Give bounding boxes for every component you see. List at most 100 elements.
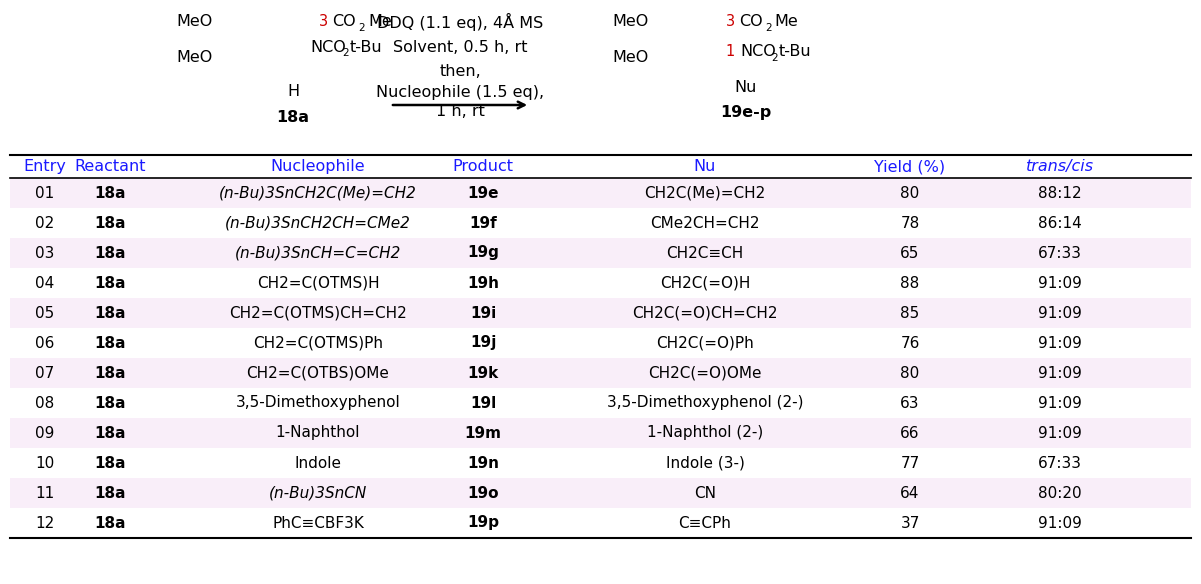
- Text: CH2C(=O)OMe: CH2C(=O)OMe: [649, 366, 761, 381]
- Text: 09: 09: [35, 426, 55, 440]
- Text: 66: 66: [901, 426, 920, 440]
- Text: CH2C(=O)Ph: CH2C(=O)Ph: [656, 335, 754, 350]
- Text: 76: 76: [901, 335, 920, 350]
- Text: NCO: NCO: [310, 40, 346, 54]
- Text: Solvent, 0.5 h, rt: Solvent, 0.5 h, rt: [393, 40, 527, 54]
- Bar: [10, 418, 1191, 448]
- Text: 91:09: 91:09: [1038, 516, 1082, 530]
- Text: 80: 80: [901, 366, 920, 381]
- Text: 19o: 19o: [467, 485, 498, 500]
- Text: NCO: NCO: [740, 44, 776, 60]
- Text: 18a: 18a: [94, 305, 126, 321]
- Text: 19k: 19k: [467, 366, 498, 381]
- Text: 05: 05: [35, 305, 54, 321]
- Text: 12: 12: [35, 516, 54, 530]
- Text: 19j: 19j: [470, 335, 496, 350]
- Text: 18a: 18a: [94, 186, 126, 200]
- Text: 10: 10: [35, 456, 54, 471]
- Text: Yield (%): Yield (%): [874, 159, 945, 174]
- Text: CH2=C(OTMS)Ph: CH2=C(OTMS)Ph: [253, 335, 383, 350]
- Text: 91:09: 91:09: [1038, 426, 1082, 440]
- Text: 19f: 19f: [470, 215, 497, 231]
- Text: MeO: MeO: [611, 15, 649, 30]
- Text: t-Bu: t-Bu: [779, 44, 812, 60]
- Text: 08: 08: [35, 395, 54, 411]
- Text: 80:20: 80:20: [1038, 485, 1082, 500]
- Text: (n-Bu)3SnCH2C(Me)=CH2: (n-Bu)3SnCH2C(Me)=CH2: [219, 186, 417, 200]
- Text: 18a: 18a: [94, 366, 126, 381]
- Text: 85: 85: [901, 305, 920, 321]
- Text: 67:33: 67:33: [1038, 456, 1082, 471]
- Text: 78: 78: [901, 215, 920, 231]
- Text: 19p: 19p: [467, 516, 498, 530]
- Text: 04: 04: [35, 276, 54, 290]
- Text: t-Bu: t-Bu: [349, 40, 383, 54]
- Text: 19l: 19l: [470, 395, 496, 411]
- Text: Entry: Entry: [24, 159, 66, 174]
- Text: 11: 11: [35, 485, 54, 500]
- Text: Me: Me: [773, 15, 797, 30]
- Text: Reactant: Reactant: [74, 159, 145, 174]
- Bar: [10, 178, 1191, 208]
- Text: 91:09: 91:09: [1038, 305, 1082, 321]
- Text: (n-Bu)3SnCN: (n-Bu)3SnCN: [269, 485, 368, 500]
- Text: CMe2CH=CH2: CMe2CH=CH2: [650, 215, 760, 231]
- Text: CH2C(=O)H: CH2C(=O)H: [659, 276, 751, 290]
- Text: 19i: 19i: [470, 305, 496, 321]
- Text: C≡CPh: C≡CPh: [679, 516, 731, 530]
- Text: (n-Bu)3SnCH2CH=CMe2: (n-Bu)3SnCH2CH=CMe2: [225, 215, 411, 231]
- Text: Product: Product: [453, 159, 514, 174]
- Text: 64: 64: [901, 485, 920, 500]
- Text: 2: 2: [342, 48, 348, 58]
- Text: trans/cis: trans/cis: [1026, 159, 1094, 174]
- Bar: [10, 358, 1191, 388]
- Text: CO: CO: [739, 15, 763, 30]
- Bar: [10, 298, 1191, 328]
- Text: 18a: 18a: [94, 245, 126, 260]
- Text: 18a: 18a: [94, 395, 126, 411]
- Text: 19m: 19m: [465, 426, 502, 440]
- Text: 19h: 19h: [467, 276, 498, 290]
- Text: 91:09: 91:09: [1038, 335, 1082, 350]
- Text: MeO: MeO: [611, 50, 649, 65]
- Text: 06: 06: [35, 335, 55, 350]
- Bar: [10, 478, 1191, 508]
- Text: CO: CO: [331, 15, 355, 30]
- Text: 91:09: 91:09: [1038, 395, 1082, 411]
- Text: 63: 63: [901, 395, 920, 411]
- Text: 19e-p: 19e-p: [721, 105, 771, 120]
- Text: Indole (3-): Indole (3-): [665, 456, 745, 471]
- Text: Nu: Nu: [735, 79, 757, 95]
- Text: Nucleophile (1.5 eq),: Nucleophile (1.5 eq),: [376, 85, 544, 99]
- Text: 2: 2: [771, 53, 777, 63]
- Text: 67:33: 67:33: [1038, 245, 1082, 260]
- Text: 18a: 18a: [94, 516, 126, 530]
- Text: CH2C(Me)=CH2: CH2C(Me)=CH2: [645, 186, 765, 200]
- Text: CN: CN: [694, 485, 716, 500]
- Text: DDQ (1.1 eq), 4Å MS: DDQ (1.1 eq), 4Å MS: [377, 13, 543, 31]
- Text: 3,5-Dimethoxyphenol (2-): 3,5-Dimethoxyphenol (2-): [607, 395, 803, 411]
- Text: 07: 07: [35, 366, 54, 381]
- Text: 77: 77: [901, 456, 920, 471]
- Text: 91:09: 91:09: [1038, 366, 1082, 381]
- Text: 18a: 18a: [94, 276, 126, 290]
- Text: 80: 80: [901, 186, 920, 200]
- Text: 88:12: 88:12: [1038, 186, 1082, 200]
- Text: then,: then,: [440, 64, 480, 79]
- Text: 19n: 19n: [467, 456, 498, 471]
- Text: PhC≡CBF3K: PhC≡CBF3K: [273, 516, 364, 530]
- Text: 86:14: 86:14: [1038, 215, 1082, 231]
- Text: 18a: 18a: [94, 215, 126, 231]
- Text: H: H: [287, 85, 299, 99]
- Text: 1 h, rt: 1 h, rt: [436, 105, 484, 120]
- Bar: [10, 238, 1191, 268]
- Text: 18a: 18a: [276, 110, 310, 124]
- Text: 88: 88: [901, 276, 920, 290]
- Text: Indole: Indole: [294, 456, 341, 471]
- Text: 18a: 18a: [94, 335, 126, 350]
- Text: 2: 2: [765, 23, 771, 33]
- Text: 1: 1: [725, 44, 735, 60]
- Text: Me: Me: [368, 15, 392, 30]
- Text: CH2=C(OTMS)H: CH2=C(OTMS)H: [257, 276, 380, 290]
- Text: CH2C(=O)CH=CH2: CH2C(=O)CH=CH2: [632, 305, 778, 321]
